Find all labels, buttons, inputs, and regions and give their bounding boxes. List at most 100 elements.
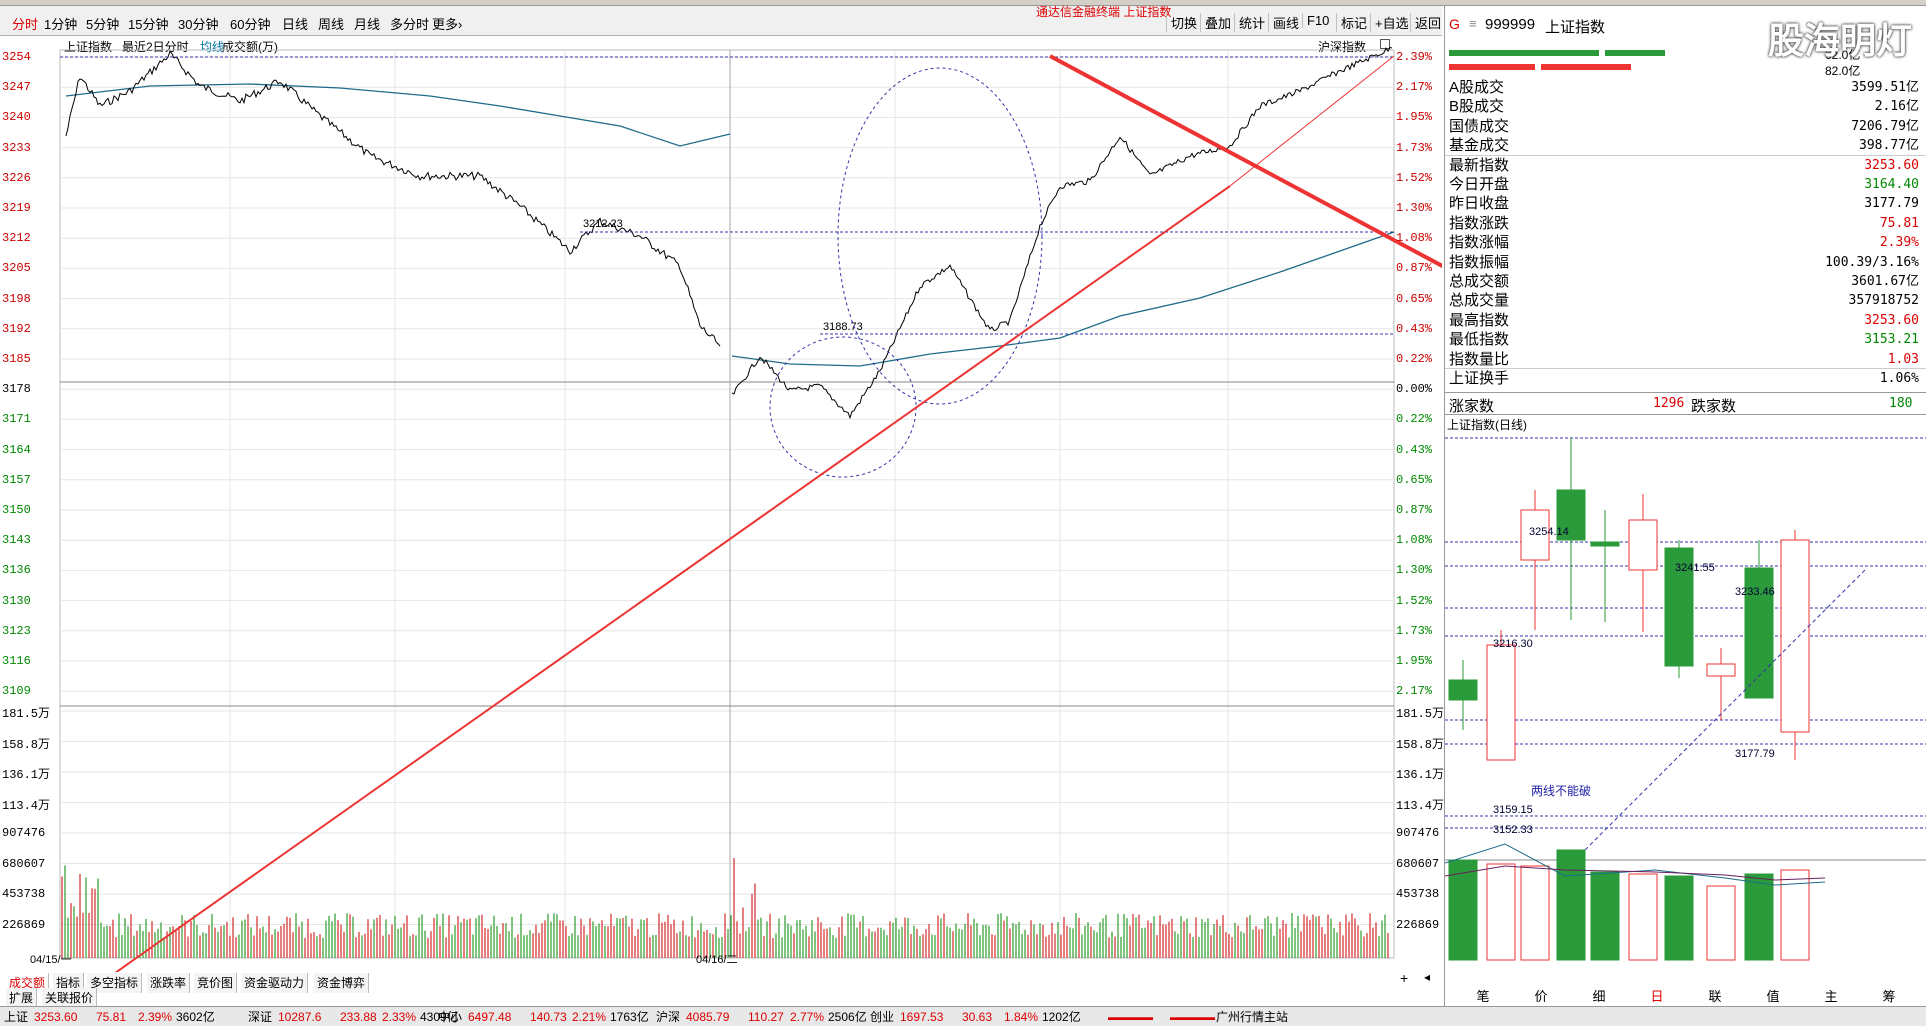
kline-vol-bar: [1556, 849, 1586, 961]
tab-4[interactable]: 竞价图: [194, 973, 238, 993]
kline-title: 上证指数(日线): [1447, 418, 1527, 432]
bar-green-b: [1605, 50, 1665, 56]
quote-row: 昨日收盘 3177.79: [1449, 194, 1919, 213]
kline-price-label: 3152.33: [1493, 824, 1533, 836]
pct-tick: 1.73%: [1396, 140, 1433, 155]
panel-tab-6[interactable]: 主: [1824, 989, 1838, 1004]
vol-tick: 907476: [2, 826, 46, 840]
quote-value: 2.16亿: [1874, 99, 1919, 115]
add-watchlist-button[interactable]: +自选: [1370, 13, 1409, 32]
panel-tab-1[interactable]: 价: [1534, 989, 1548, 1004]
pct-tick: 2.39%: [1396, 50, 1433, 64]
status-n: 中小: [438, 1010, 463, 1024]
f10-button[interactable]: F10: [1302, 13, 1329, 28]
tab-6[interactable]: 资金博弈: [314, 973, 370, 993]
list-icon[interactable]: ≡: [1469, 16, 1477, 31]
menu-bar: [0, 0, 1926, 6]
panel-tab-7[interactable]: 筹: [1882, 989, 1896, 1004]
price-tick: 3130: [2, 593, 31, 608]
tab2-0[interactable]: 扩展: [6, 988, 38, 1008]
expand-icon[interactable]: [1380, 39, 1390, 49]
watermark-logo: 股海明灯: [1767, 20, 1912, 62]
trendline-upper: [1229, 55, 1395, 187]
tab-3[interactable]: 涨跌率: [147, 973, 191, 993]
tab-2[interactable]: 多空指标: [87, 973, 143, 993]
period-15min[interactable]: 15分钟: [128, 17, 169, 32]
server-station[interactable]: 广州行情主站: [1216, 1010, 1289, 1024]
quote-label: 最高指数: [1449, 311, 1510, 329]
kline-price-label: 3233.46: [1735, 586, 1775, 598]
overlay-button[interactable]: 叠加: [1200, 13, 1231, 32]
period-day[interactable]: 日线: [282, 17, 309, 32]
period-more[interactable]: 更多›: [432, 17, 463, 32]
tab2-1[interactable]: 关联报价: [42, 988, 98, 1008]
kline-vol-bar: [1744, 873, 1774, 961]
stats-button[interactable]: 统计: [1234, 13, 1265, 32]
status-n: 创业: [870, 1010, 895, 1024]
vol-tick-r: 453738: [1396, 887, 1440, 901]
status-p: 2.21%: [572, 1010, 607, 1024]
period-multi[interactable]: 多分时: [390, 17, 430, 32]
period-60min[interactable]: 60分钟: [230, 17, 271, 32]
quote-row: 指数振幅 100.39/3.16%: [1449, 253, 1919, 272]
candle-body: [1664, 547, 1694, 667]
draw-button[interactable]: 画线: [1268, 13, 1299, 32]
candle-body: [1706, 663, 1736, 677]
status-d: 75.81: [96, 1010, 127, 1024]
date-day2: 04/16/二: [696, 954, 738, 966]
panel-tab-4[interactable]: 联: [1708, 989, 1722, 1004]
add-tab-icon[interactable]: +: [1400, 970, 1409, 986]
pct-tick: 0.22%: [1396, 412, 1433, 427]
period-fenshi[interactable]: 分时: [12, 17, 39, 32]
quote-label: 指数涨跌: [1449, 214, 1510, 232]
scroll-left-icon[interactable]: ◂: [1424, 970, 1431, 984]
quote-row: 最高指数 3253.60: [1449, 311, 1919, 330]
pct-tick: 1.95%: [1396, 654, 1433, 668]
panel-tab-0[interactable]: 笔: [1476, 989, 1490, 1004]
status-a: 1763亿: [610, 1010, 649, 1024]
up-count-label: 涨家数: [1449, 398, 1495, 415]
candle-body: [1448, 679, 1478, 701]
status-bar: 上证 3253.60 75.81 2.39% 3602亿 深证 10287.6 233.88 2…: [0, 1006, 1926, 1026]
kline-vol-bar: [1448, 859, 1478, 961]
kline-price-label: 3241.55: [1675, 562, 1715, 574]
kline-vol-bar: [1520, 865, 1550, 961]
quote-value: 3601.67亿: [1851, 274, 1919, 289]
kline-trendline: [1584, 569, 1866, 851]
price-tick: 3192: [2, 321, 31, 336]
candle-body: [1590, 541, 1620, 547]
pct-tick: 1.08%: [1396, 533, 1433, 548]
quote-label: 基金成交: [1449, 137, 1510, 155]
mark-button[interactable]: 标记: [1336, 13, 1367, 32]
bar-red-a: [1449, 64, 1535, 70]
price-tick: 3150: [2, 503, 31, 517]
quote-value: 3177.79: [1864, 196, 1919, 212]
daily-kline-chart: [1445, 437, 1926, 961]
period-week[interactable]: 周线: [318, 17, 345, 32]
period-month[interactable]: 月线: [354, 17, 381, 32]
price-tick: 3185: [2, 352, 31, 366]
price-tick: 3109: [2, 684, 31, 699]
back-button[interactable]: 返回: [1410, 13, 1441, 32]
quote-row: 最低指数 3153.21: [1449, 330, 1919, 349]
period-5min[interactable]: 5分钟: [86, 17, 120, 32]
candle-body: [1556, 489, 1586, 541]
period-1min[interactable]: 1分钟: [44, 17, 78, 32]
trendline-support: [114, 185, 1231, 972]
panel-tab-5[interactable]: 值: [1766, 989, 1780, 1004]
pct-tick: 2.17%: [1396, 80, 1433, 95]
quote-label: 最低指数: [1449, 331, 1510, 349]
panel-tab-2[interactable]: 细: [1592, 989, 1606, 1004]
status-v: 6497.48: [468, 1010, 512, 1024]
pct-tick: 1.30%: [1396, 563, 1433, 578]
pct-tick: 1.52%: [1396, 593, 1433, 608]
tab-5[interactable]: 资金驱动力: [241, 973, 309, 993]
kline-vol-ma2: [1445, 865, 1826, 881]
period-30min[interactable]: 30分钟: [178, 17, 219, 32]
status-p: 2.33%: [382, 1010, 417, 1024]
switch-button[interactable]: 切换: [1166, 13, 1197, 32]
chart-grid: [60, 50, 1394, 958]
status-a: 4309亿: [420, 1010, 459, 1024]
price-tick: 3198: [2, 291, 31, 306]
panel-tab-3[interactable]: 日: [1650, 989, 1664, 1004]
